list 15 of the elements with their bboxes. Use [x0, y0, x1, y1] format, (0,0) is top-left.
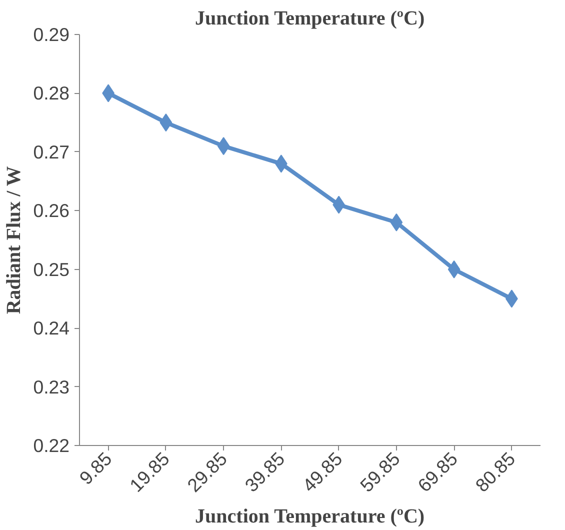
point [390, 213, 403, 232]
y-tick-label: 0.23 [33, 376, 70, 398]
y-axis-title: Radiant Flux / W [3, 166, 26, 314]
point [160, 114, 172, 132]
y-tick-label: 0.27 [33, 141, 70, 162]
chart-title: Junction Temperature (ºC) [195, 8, 425, 30]
y-tick-label: 0.25 [33, 258, 70, 280]
y-tick-label: 0.28 [33, 82, 70, 104]
y-tick-label: 0.29 [33, 24, 70, 45]
y-tick-label: 0.22 [33, 435, 70, 456]
y-tick-label: 0.26 [33, 200, 70, 222]
x-axis-title: Junction Temperature (ºC) [195, 506, 425, 528]
point [448, 260, 460, 278]
point [217, 137, 230, 156]
y-tick-label: 0.24 [33, 318, 70, 339]
